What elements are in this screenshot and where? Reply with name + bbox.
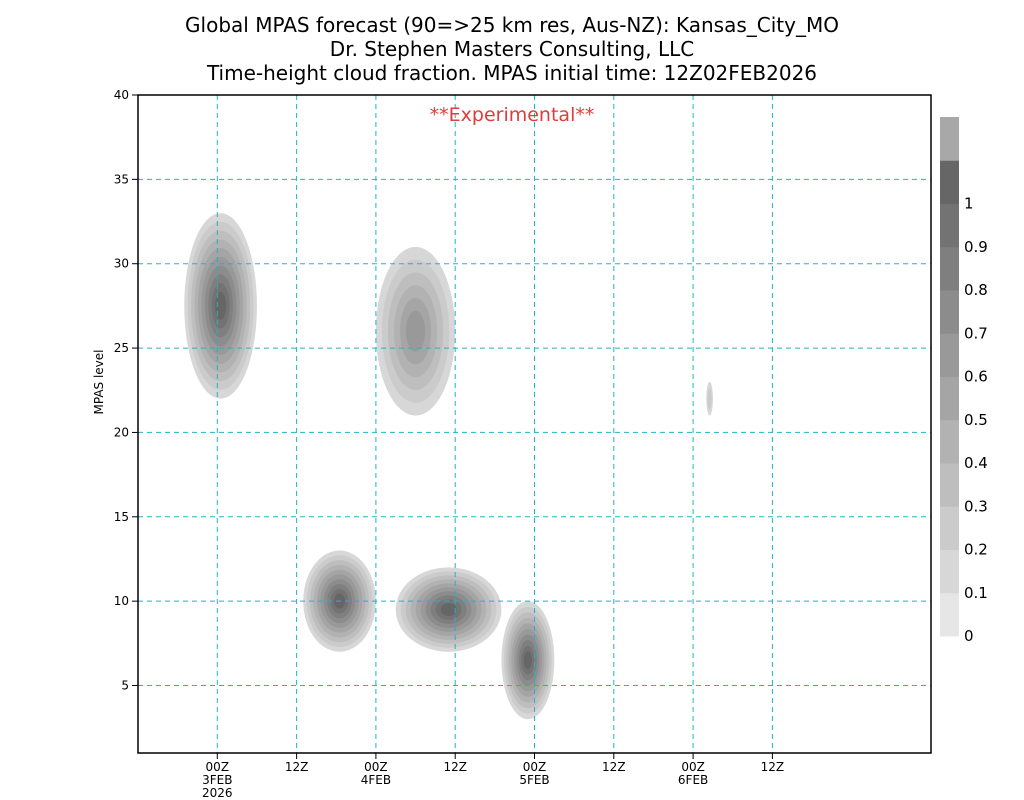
colorbar-label-5: 0.5	[964, 411, 988, 429]
x-tick-label-24: 00Z	[364, 760, 388, 774]
colorbar-label-1: 0.1	[964, 584, 988, 602]
x-tick-label-0: 00Z	[206, 760, 230, 774]
y-tick-label-10: 10	[114, 594, 129, 608]
x-tick-label-72: 00Z	[681, 760, 705, 774]
chart-title-line-2: Dr. Stephen Masters Consulting, LLC	[330, 37, 694, 61]
y-tick-label-40: 40	[114, 88, 129, 102]
y-tick-label-30: 30	[114, 257, 129, 271]
y-tick-label-20: 20	[114, 425, 129, 439]
colorbar-label-10: 1	[964, 195, 974, 213]
colorbar-label-7: 0.7	[964, 324, 988, 342]
y-axis-ticks: 5 10 15 20 25 30 35 40	[114, 88, 138, 693]
colorbar-swatch-9	[940, 203, 959, 248]
x-tick-label-12: 12Z	[285, 760, 309, 774]
colorbar-swatch-4	[940, 419, 959, 464]
x-tick-date-0: 3FEB	[202, 773, 232, 787]
colorbar-swatch-6	[940, 333, 959, 377]
cloud-blob-0-level-10	[215, 291, 227, 320]
colorbar-swatch-1	[940, 549, 959, 594]
cloud-blob-5-level-2	[707, 388, 712, 410]
chart-title-line-1: Global MPAS forecast (90=>25 km res, Aus…	[185, 13, 839, 37]
colorbar-label-9: 0.9	[964, 238, 988, 256]
cloud-blob-3-level-10	[440, 603, 457, 616]
colorbar-swatch-3	[940, 463, 959, 507]
cloud-blob-5	[706, 381, 713, 416]
x-tick-date-72: 6FEB	[678, 773, 708, 787]
colorbar-label-6: 0.6	[964, 368, 988, 386]
colorbar-swatch-5	[940, 376, 959, 421]
y-tick-label-5: 5	[121, 679, 129, 693]
x-tick-label-36: 12Z	[443, 760, 467, 774]
colorbar-label-0: 0	[964, 627, 974, 645]
x-tick-label-48: 00Z	[523, 760, 547, 774]
cloud-blob-1	[375, 246, 456, 416]
cloud-blob-4	[501, 601, 555, 720]
colorbar-label-4: 0.4	[964, 454, 988, 472]
x-tick-date-24: 4FEB	[361, 773, 391, 787]
cloud-blob-0	[184, 213, 257, 399]
y-axis-title: MPAS level	[92, 350, 106, 415]
grid-lines	[138, 95, 931, 753]
cloud-blob-4-level-10	[523, 651, 532, 670]
colorbar-swatch-2	[940, 506, 959, 550]
colorbar-swatch-0	[940, 592, 959, 637]
colorbar-swatch-10	[940, 160, 959, 204]
cloud-blob-1-level-6	[405, 310, 426, 352]
colorbar-label-2: 0.2	[964, 541, 988, 559]
x-tick-label-84: 12Z	[761, 760, 785, 774]
y-tick-label-25: 25	[114, 341, 129, 355]
colorbar-swatch-8	[940, 246, 959, 291]
cloud-blob-3	[395, 567, 502, 652]
y-tick-label-15: 15	[114, 510, 129, 524]
x-tick-label-60: 12Z	[602, 760, 626, 774]
x-tick-date-48: 5FEB	[519, 773, 549, 787]
experimental-annotation: **Experimental**	[430, 104, 595, 126]
colorbar-swatch-11	[940, 117, 959, 161]
colorbar-label-8: 0.8	[964, 281, 988, 299]
colorbar-label-3: 0.3	[964, 497, 988, 515]
colorbar: 0 0.1 0.2 0.3 0.4 0.5 0.6 0.7 0.8 0.9 1	[940, 117, 988, 645]
colorbar-swatch-7	[940, 290, 959, 334]
x-tick-year-0: 2026	[202, 786, 233, 800]
y-tick-label-35: 35	[114, 172, 129, 186]
chart-title-line-3: Time-height cloud fraction. MPAS initial…	[206, 61, 817, 85]
